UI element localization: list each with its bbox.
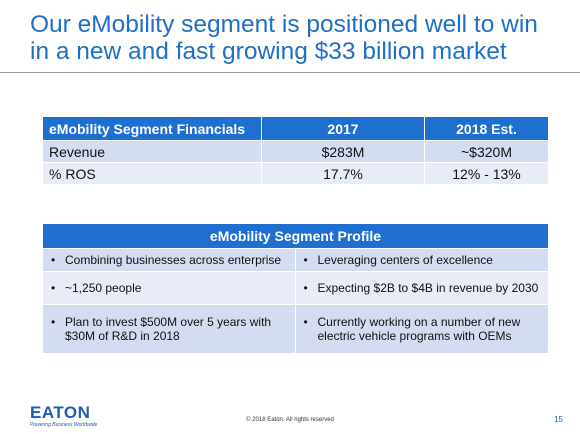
profile-cell: • Expecting $2B to $4B in revenue by 2030 [295,271,548,304]
logo-wordmark: EATON [30,403,91,422]
financials-header-label: eMobility Segment Financials [43,117,262,140]
table-cell: $283M [262,140,425,162]
profile-item: Plan to invest $500M over 5 years with $… [65,315,272,343]
slide-title: Our eMobility segment is positioned well… [30,11,570,65]
profile-cell: • Combining businesses across enterprise [43,248,296,271]
bullet-icon: • [303,281,308,295]
page-number: 15 [554,415,563,424]
table-cell: % ROS [43,162,262,184]
bullet-icon: • [303,253,308,267]
profile-cell: • Plan to invest $500M over 5 years with … [43,304,296,353]
financials-header-2017: 2017 [262,117,425,140]
profile-cell: • Currently working on a number of new el… [295,304,548,353]
table-cell: Revenue [43,140,262,162]
profile-row: • Plan to invest $500M over 5 years with … [43,304,548,353]
slide-title-line-1: Our eMobility segment is positioned well… [30,11,538,38]
profile-item: Currently working on a number of new ele… [317,315,521,343]
copyright-notice: © 2018 Eaton. All rights reserved [246,417,334,423]
profile-header: eMobility Segment Profile [43,224,548,248]
financials-row-revenue: Revenue $283M ~$320M [43,140,548,162]
financials-row-ros: % ROS 17.7% 12% - 13% [43,162,548,184]
table-cell: 12% - 13% [425,162,548,184]
profile-item: ~1,250 people [65,281,142,295]
financials-header-row: eMobility Segment Financials 2017 2018 E… [43,117,548,140]
bullet-icon: • [303,315,308,329]
profile-row: • ~1,250 people • Expecting $2B to $4B in … [43,271,548,304]
profile-cell: • Leveraging centers of excellence [295,248,548,271]
profile-item: Leveraging centers of excellence [317,253,493,267]
table-cell: 17.7% [262,162,425,184]
profile-cell: • ~1,250 people [43,271,296,304]
slide-title-line-2: in a new and fast growing $33 billion ma… [30,38,507,65]
eaton-logo: EATON Powering Business Worldwide [30,404,120,432]
title-divider [0,72,580,73]
profile-row: • Combining businesses across enterprise … [43,248,548,271]
bullet-icon: • [51,253,56,267]
profile-item: Expecting $2B to $4B in revenue by 2030 [317,281,539,295]
bullet-icon: • [51,315,56,329]
profile-table: eMobility Segment Profile • Combining bus… [43,224,548,353]
financials-table: eMobility Segment Financials 2017 2018 E… [43,117,548,184]
bullet-icon: • [51,281,56,295]
table-cell: ~$320M [425,140,548,162]
logo-tagline: Powering Business Worldwide [30,422,98,428]
profile-item: Combining businesses across enterprise [65,253,282,267]
profile-header-row: eMobility Segment Profile [43,224,548,248]
financials-header-2018: 2018 Est. [425,117,548,140]
